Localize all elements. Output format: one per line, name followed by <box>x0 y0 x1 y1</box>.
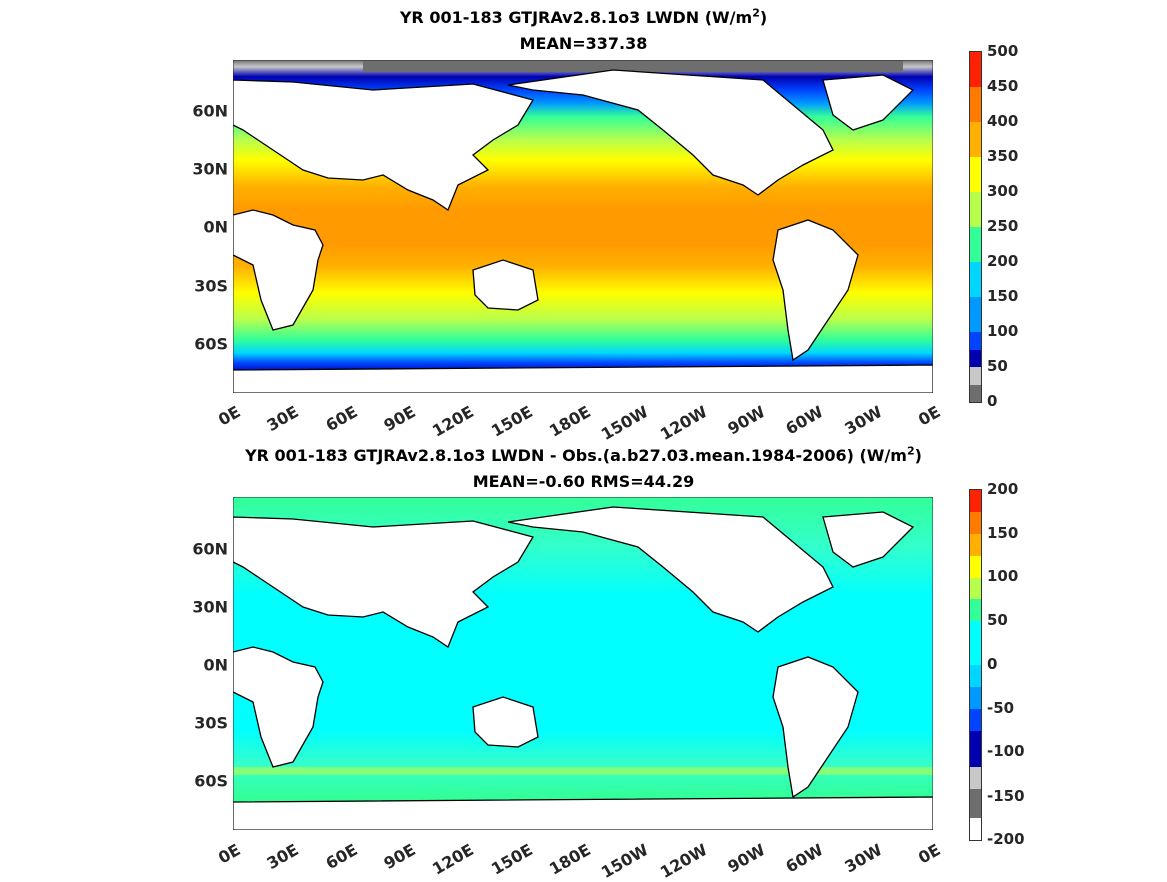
eurasia <box>233 79 535 211</box>
panel2-lat-0n: 0N <box>203 655 228 675</box>
antarctica <box>233 796 933 830</box>
arctic-ice-cover <box>363 60 903 72</box>
panel1-lon-30w: 30W <box>841 402 886 439</box>
panel1-map <box>233 60 933 393</box>
panel2-lon-90e: 90E <box>380 840 419 874</box>
panel1-lon-30e: 30E <box>263 402 302 436</box>
greenland <box>822 74 915 131</box>
panel2-lon-0e-end: 0E <box>914 840 944 868</box>
panel1-title-close: ) <box>759 8 768 27</box>
antarctica <box>233 364 933 393</box>
panel1-colorbar <box>969 51 982 403</box>
panel1-lon-60w: 60W <box>782 402 827 439</box>
panel2-continents <box>233 506 933 830</box>
panel2-lat-30n: 30N <box>192 597 228 617</box>
southern-ocean-band <box>233 767 933 775</box>
panel2-lat-30s: 30S <box>194 713 228 733</box>
south-america <box>772 656 859 799</box>
cb1-tick: 200 <box>987 252 1019 270</box>
cb2-tick: -50 <box>987 699 1015 717</box>
panel2-lon-60w: 60W <box>782 840 827 877</box>
africa <box>233 209 324 331</box>
cb2-tick: 0 <box>987 655 998 673</box>
north-america <box>507 69 834 196</box>
panel2-lon-180e: 180E <box>545 840 594 879</box>
panel1-lon-120e: 120E <box>428 402 477 441</box>
panel2-lon-90w: 90W <box>724 840 769 877</box>
eurasia <box>233 516 535 648</box>
panel1-lon-90w: 90W <box>724 402 769 439</box>
panel2-map <box>233 497 933 830</box>
panel1-lon-0e-end: 0E <box>914 402 944 430</box>
panel2-map-svg <box>233 497 933 830</box>
panel1-title-text: YR 001-183 GTJRAv2.8.1o3 LWDN (W/m <box>399 8 753 27</box>
panel2-lon-30w: 30W <box>841 840 886 877</box>
cb2-tick: 100 <box>987 567 1019 585</box>
panel1-lat-0n: 0N <box>203 217 228 237</box>
panel2-lon-60e: 60E <box>322 840 361 874</box>
north-america <box>507 506 834 633</box>
cb2-tick: -200 <box>987 830 1025 848</box>
panel1-lon-120w: 120W <box>656 402 711 444</box>
panel1-lat-60n: 60N <box>192 101 228 121</box>
australia <box>472 696 539 748</box>
panel2-title-text: YR 001-183 GTJRAv2.8.1o3 LWDN - Obs.(a.b… <box>245 446 907 465</box>
cb1-tick: 350 <box>987 147 1019 165</box>
panel1-lat-30s: 30S <box>194 276 228 296</box>
cb1-tick: 300 <box>987 182 1019 200</box>
south-america <box>772 219 859 362</box>
africa <box>233 646 324 768</box>
cb1-tick: 400 <box>987 112 1019 130</box>
cb1-tick: 0 <box>987 392 998 410</box>
panel1-map-svg <box>233 60 933 393</box>
panel1-lon-150w: 150W <box>597 402 652 444</box>
panel2-lat-60n: 60N <box>192 539 228 559</box>
cb2-tick: 50 <box>987 611 1008 629</box>
panel2-subtitle: MEAN=-0.60 RMS=44.29 <box>472 472 695 491</box>
panel2-lon-0e: 0E <box>214 840 244 868</box>
panel1-lat-60s: 60S <box>194 334 228 354</box>
panel1-lat-30n: 30N <box>192 159 228 179</box>
cb1-tick: 50 <box>987 357 1008 375</box>
australia <box>472 259 539 311</box>
panel1-lon-60e: 60E <box>322 402 361 436</box>
panel1-lon-90e: 90E <box>380 402 419 436</box>
cb1-tick: 450 <box>987 77 1019 95</box>
panel1-title: YR 001-183 GTJRAv2.8.1o3 LWDN (W/m2) <box>0 8 1167 28</box>
panel2-lon-30e: 30E <box>263 840 302 874</box>
panel2-lon-120e: 120E <box>428 840 477 879</box>
cb2-tick: -150 <box>987 787 1025 805</box>
panel1-title-sup: 2 <box>752 6 760 20</box>
panel2-title-sup: 2 <box>906 444 915 458</box>
cb1-tick: 100 <box>987 322 1019 340</box>
cb2-tick: 200 <box>987 480 1019 498</box>
panel1-subtitle: MEAN=337.38 <box>519 34 648 53</box>
panel2-title-close: ) <box>914 446 922 465</box>
panel2-lat-60s: 60S <box>194 771 228 791</box>
cb2-tick: 150 <box>987 524 1019 542</box>
panel1-continents <box>233 69 933 393</box>
cb1-tick: 250 <box>987 217 1019 235</box>
panel1-lon-150e: 150E <box>487 402 536 441</box>
cb2-tick: -100 <box>987 742 1025 760</box>
panel2-colorbar <box>969 489 982 841</box>
panel2-lon-120w: 120W <box>656 840 711 882</box>
panel1-lon-180e: 180E <box>545 402 594 441</box>
cb1-tick: 500 <box>987 42 1019 60</box>
cb1-tick: 150 <box>987 287 1019 305</box>
panel2-lon-150w: 150W <box>597 840 652 882</box>
greenland <box>822 511 915 568</box>
panel2-lon-150e: 150E <box>487 840 536 879</box>
panel1-lon-0e: 0E <box>214 402 244 430</box>
panel2-title: YR 001-183 GTJRAv2.8.1o3 LWDN - Obs.(a.b… <box>0 446 1167 466</box>
